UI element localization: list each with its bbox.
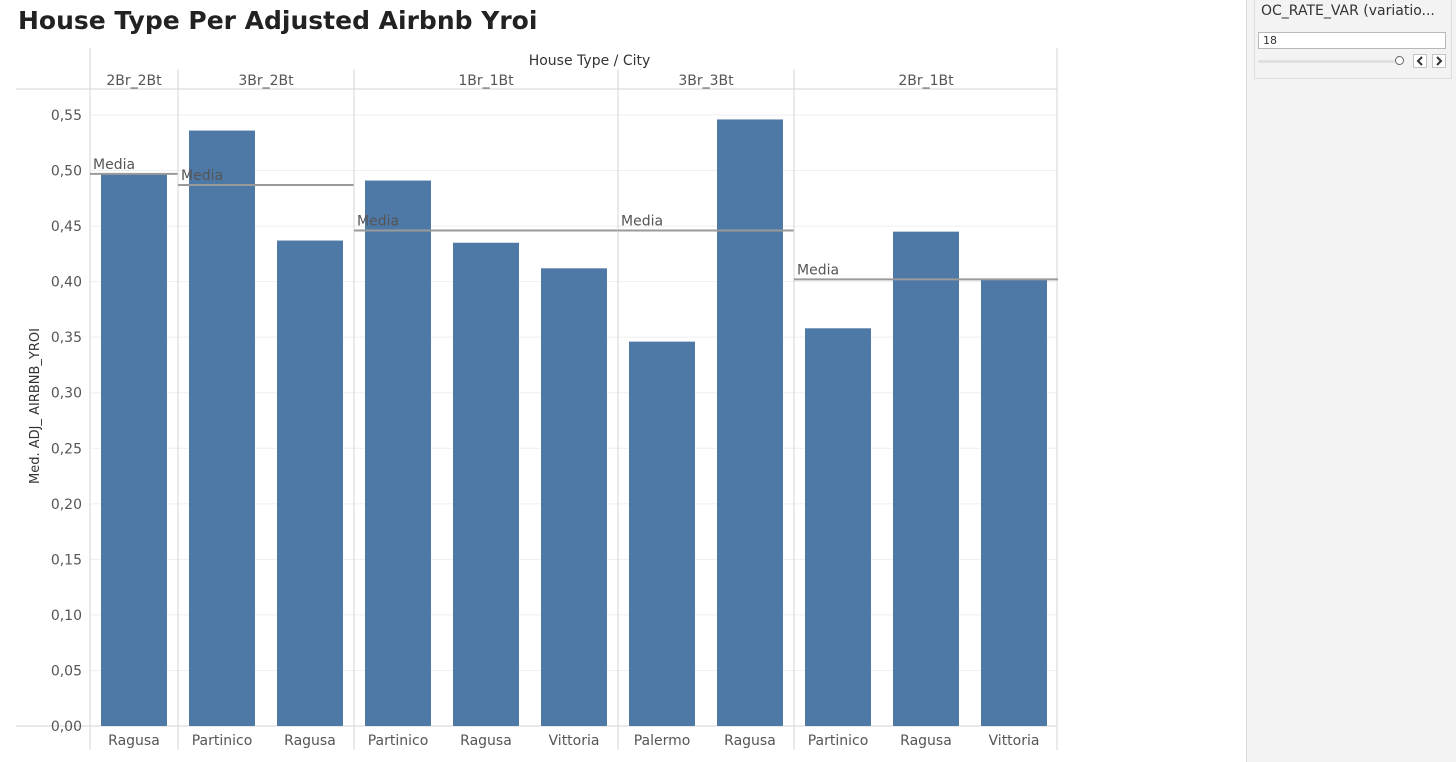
- bar-chart: House Type / City Med. ADJ_ AIRBNB_YROI 0,…: [16, 48, 1058, 750]
- bar: [189, 130, 255, 726]
- reference-label: Media: [93, 157, 135, 173]
- x-tick-label: Ragusa: [724, 733, 776, 749]
- bar: [541, 268, 607, 726]
- y-tick-label: 0,50: [51, 164, 82, 180]
- dashboard: House Type Per Adjusted Airbnb Yroi Hous…: [16, 6, 1058, 750]
- parameter-title: OC_RATE_VAR (variatio...: [1261, 3, 1435, 19]
- y-tick-label: 0,45: [51, 219, 82, 235]
- parameter-increase-button[interactable]: [1432, 54, 1446, 68]
- y-axis-title: Med. ADJ_ AIRBNB_YROI: [28, 328, 43, 484]
- side-panel: OC_RATE_VAR (variatio...: [1246, 0, 1456, 762]
- bar: [717, 119, 783, 727]
- x-tick-label: Palermo: [634, 733, 691, 749]
- y-tick-label: 0,20: [51, 497, 82, 513]
- group-label: 3Br_2Bt: [238, 73, 294, 89]
- bar: [277, 240, 343, 727]
- x-tick-label: Ragusa: [108, 733, 160, 749]
- parameter-value-input[interactable]: [1258, 32, 1446, 49]
- chevron-left-icon: [1416, 56, 1423, 66]
- bar: [453, 242, 519, 726]
- group-label: 3Br_3Bt: [678, 73, 734, 89]
- bar: [893, 231, 959, 727]
- parameter-decrease-button[interactable]: [1413, 54, 1427, 68]
- y-tick-label: 0,30: [51, 386, 82, 402]
- y-tick-label: 0,05: [51, 663, 82, 679]
- y-tick-label: 0,10: [51, 608, 82, 624]
- reference-label: Media: [357, 214, 399, 230]
- x-tick-label: Ragusa: [900, 733, 952, 749]
- y-tick-label: 0,15: [51, 552, 82, 568]
- bar: [629, 341, 695, 726]
- x-tick-label: Ragusa: [284, 733, 336, 749]
- y-tick-label: 0,00: [51, 719, 82, 735]
- bar: [981, 279, 1047, 726]
- parameter-slider-track[interactable]: [1258, 60, 1402, 63]
- x-tick-label: Vittoria: [549, 733, 600, 749]
- group-label: 1Br_1Bt: [458, 73, 514, 89]
- page-title: House Type Per Adjusted Airbnb Yroi: [18, 6, 538, 35]
- y-tick-label: 0,25: [51, 441, 82, 457]
- chevron-right-icon: [1436, 56, 1443, 66]
- x-tick-label: Vittoria: [989, 733, 1040, 749]
- group-label: 2Br_2Bt: [106, 73, 162, 89]
- reference-label: Media: [181, 168, 223, 184]
- reference-label: Media: [621, 214, 663, 230]
- parameter-control: OC_RATE_VAR (variatio...: [1254, 0, 1452, 79]
- parameter-slider-thumb[interactable]: [1395, 56, 1404, 65]
- x-tick-label: Partinico: [192, 733, 253, 749]
- y-tick-label: 0,35: [51, 330, 82, 346]
- x-tick-label: Ragusa: [460, 733, 512, 749]
- reference-label: Media: [797, 262, 839, 278]
- x-axis-title: House Type / City: [529, 53, 651, 69]
- x-tick-label: Partinico: [368, 733, 429, 749]
- y-tick-label: 0,40: [51, 275, 82, 291]
- bar: [805, 328, 871, 726]
- bar: [365, 180, 431, 726]
- bar: [101, 173, 167, 727]
- y-tick-label: 0,55: [51, 108, 82, 124]
- x-tick-label: Partinico: [808, 733, 869, 749]
- group-label: 2Br_1Bt: [898, 73, 954, 89]
